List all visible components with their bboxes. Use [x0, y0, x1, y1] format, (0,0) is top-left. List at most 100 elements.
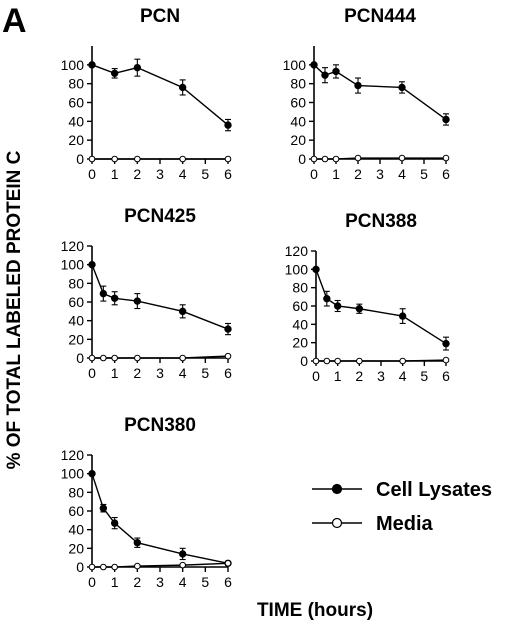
- data-point-media: [111, 563, 118, 571]
- data-point-cell-lysates: [110, 294, 119, 302]
- x-tick-label: 1: [111, 365, 119, 381]
- data-point-cell-lysates: [398, 312, 407, 320]
- x-tick-label: 6: [224, 574, 232, 590]
- data-point-media: [134, 354, 141, 362]
- y-tick-label: 80: [68, 76, 84, 92]
- y-tick-label: 60: [68, 294, 84, 310]
- x-tick-label: 1: [111, 574, 119, 590]
- y-tick-label: 20: [68, 132, 84, 148]
- x-tick-label: 5: [420, 368, 428, 384]
- y-tick-label: 60: [292, 298, 308, 314]
- data-point-media: [442, 154, 450, 162]
- y-tick-label: 60: [68, 95, 84, 111]
- data-point-media: [332, 155, 340, 163]
- y-tick-label: 60: [68, 503, 84, 519]
- data-point-media: [312, 357, 320, 365]
- data-point-cell-lysates: [442, 115, 450, 124]
- data-point-cell-lysates: [354, 81, 362, 90]
- data-point-cell-lysates: [224, 325, 232, 333]
- data-point-cell-lysates: [133, 297, 142, 305]
- x-tick-label: 2: [133, 166, 141, 182]
- y-tick-label: 80: [68, 484, 84, 500]
- data-point-media: [88, 563, 96, 571]
- data-point-media: [134, 155, 141, 163]
- data-point-media: [224, 352, 232, 360]
- legend-label-media: Media: [376, 513, 434, 535]
- x-tick-label: 2: [133, 365, 141, 381]
- x-tick-label: 1: [334, 368, 342, 384]
- x-tick-label: 3: [156, 574, 164, 590]
- data-point-media: [111, 155, 118, 163]
- data-point-media: [134, 562, 141, 570]
- x-tick-label: 5: [420, 166, 428, 182]
- y-tick-label: 40: [68, 113, 84, 129]
- x-tick-label: 6: [442, 368, 450, 384]
- x-tick-label: 4: [179, 365, 187, 381]
- data-point-media: [179, 155, 186, 163]
- x-tick-label: 1: [111, 166, 119, 182]
- data-point-media: [224, 155, 232, 163]
- y-tick-label: 100: [61, 257, 85, 273]
- x-tick-label: 3: [156, 365, 164, 381]
- legend: Cell Lysates Media: [312, 479, 492, 535]
- data-point-cell-lysates: [398, 83, 406, 92]
- data-point-cell-lysates: [133, 63, 142, 72]
- data-point-cell-lysates: [88, 469, 96, 478]
- data-point-media: [88, 354, 96, 362]
- x-tick-label: 0: [88, 574, 96, 590]
- y-tick-label: 100: [283, 57, 307, 73]
- x-tick-label: 3: [156, 166, 164, 182]
- x-tick-label: 0: [88, 365, 96, 381]
- data-point-cell-lysates: [332, 67, 340, 76]
- y-tick-label: 20: [292, 335, 308, 351]
- data-point-cell-lysates: [99, 289, 108, 298]
- x-tick-label: 6: [442, 166, 450, 182]
- y-tick-label: 100: [285, 261, 309, 277]
- data-point-media: [179, 354, 186, 362]
- y-tick-label: 0: [76, 350, 84, 366]
- y-tick-label: 120: [61, 447, 85, 463]
- y-tick-label: 100: [61, 466, 85, 482]
- x-tick-label: 0: [312, 368, 320, 384]
- data-point-media: [111, 354, 118, 362]
- data-point-cell-lysates: [178, 307, 187, 316]
- data-point-media: [334, 357, 341, 365]
- data-point-media: [356, 357, 363, 365]
- y-tick-label: 80: [290, 76, 306, 92]
- series-line-cell-lysates: [91, 473, 229, 564]
- x-axis-label: TIME (hours): [257, 600, 373, 621]
- y-tick-label: 0: [76, 559, 84, 575]
- data-point-media: [398, 154, 406, 162]
- x-tick-label: 5: [201, 166, 209, 182]
- x-tick-label: 6: [224, 166, 232, 182]
- y-axis-label: % OF TOTAL LABELED PROTEIN C: [4, 150, 25, 469]
- x-tick-label: 2: [133, 574, 141, 590]
- y-tick-label: 0: [298, 151, 306, 167]
- data-point-cell-lysates: [178, 83, 187, 92]
- chart-title: PCN425: [124, 206, 196, 227]
- data-point-cell-lysates: [442, 339, 450, 348]
- data-point-media: [354, 154, 362, 162]
- y-tick-label: 20: [68, 540, 84, 556]
- y-tick-label: 120: [285, 243, 309, 259]
- x-tick-label: 5: [201, 365, 209, 381]
- data-point-media: [399, 357, 406, 365]
- y-tick-label: 80: [292, 280, 308, 296]
- data-point-cell-lysates: [321, 71, 329, 79]
- data-point-cell-lysates: [224, 121, 232, 129]
- data-point-cell-lysates: [312, 265, 320, 274]
- data-point-media: [442, 356, 450, 364]
- y-tick-label: 0: [76, 151, 84, 167]
- data-point-cell-lysates: [133, 539, 142, 547]
- y-tick-label: 60: [290, 95, 306, 111]
- data-point-media: [321, 155, 329, 163]
- data-point-cell-lysates: [355, 305, 364, 313]
- data-point-media: [224, 559, 232, 567]
- data-point-media: [310, 155, 318, 163]
- data-point-cell-lysates: [110, 69, 119, 78]
- y-tick-label: 40: [292, 316, 308, 332]
- data-point-cell-lysates: [333, 302, 342, 310]
